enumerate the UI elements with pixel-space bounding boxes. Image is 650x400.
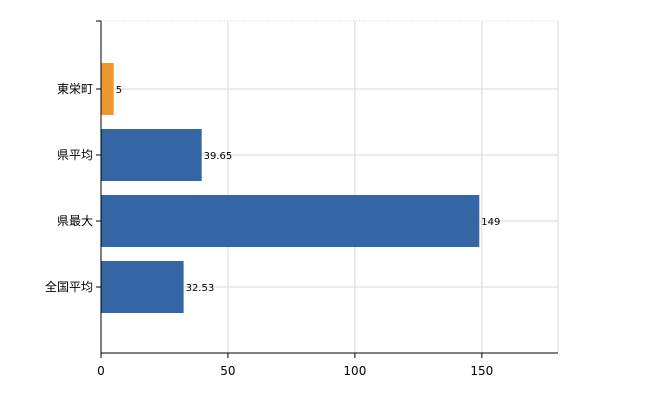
x-tick-label-3: 100 <box>343 364 366 378</box>
y-tick-label-4: 全国平均 <box>45 279 93 294</box>
y-tick-label-3: 県最大 <box>57 214 93 228</box>
bars <box>101 63 480 313</box>
y-tick-label-1: 東栄町 <box>57 82 93 96</box>
x-tick-label-4: 150 <box>470 364 493 378</box>
data-label-4: 32.53 <box>186 283 215 294</box>
data-label-1: 5 <box>116 85 122 96</box>
bar-4 <box>101 261 184 313</box>
data-label-3: 149 <box>481 217 500 228</box>
bar-3 <box>101 195 480 247</box>
y-tick-label-2: 県平均 <box>57 148 93 162</box>
data-label-2: 39.65 <box>204 151 233 162</box>
x-tick-label-1: 0 <box>97 364 105 378</box>
bar-1 <box>101 63 114 115</box>
axes <box>96 20 558 358</box>
bar-2 <box>101 129 202 181</box>
x-tick-label-2: 50 <box>220 364 235 378</box>
